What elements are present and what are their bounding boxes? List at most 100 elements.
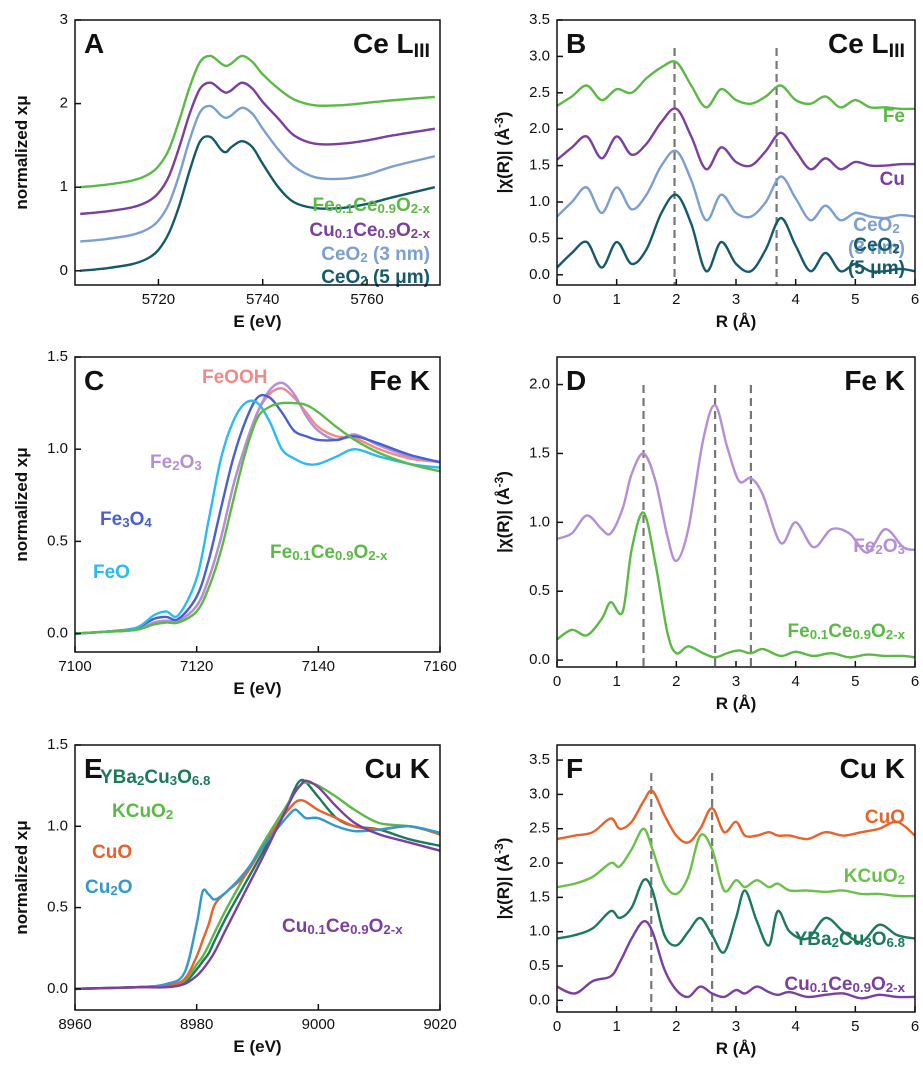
x-tick-label: 3 [732,291,740,308]
x-tick-label: 4 [791,1018,799,1035]
x-tick-label: 2 [672,291,680,308]
x-tick-label: 0 [553,1018,561,1035]
y-tick-label: 3.0 [529,785,550,802]
y-tick-label: 2.0 [529,376,550,393]
x-tick-label: 5 [851,1018,859,1035]
plot-area [557,773,915,1012]
y-tick-label: 1.5 [47,348,68,365]
legend-label: Cu [880,169,905,190]
y-tick-label: 1.5 [529,888,550,905]
series-line [557,107,915,171]
legend-label: Fe0.1Ce0.9O2-x [270,542,388,563]
panel-title: Cu K [365,753,430,784]
legend-label: YBa2Cu3O6.8 [795,929,905,950]
x-tick-label: 7160 [423,658,456,675]
plot-frame [556,356,916,668]
legend-label: Cu0.1Ce0.9O2-x [784,974,905,995]
y-tick-label: 0.5 [529,229,550,246]
y-tick-label: 2.5 [529,84,550,101]
x-axis-label: R (Å) [716,1039,757,1058]
x-tick-label: 8980 [180,1016,213,1033]
y-tick-label: 0.5 [47,899,68,916]
panel-label: B [566,28,586,59]
x-tick-label: 5720 [142,291,175,308]
y-tick-label: 0.0 [529,991,550,1008]
y-tick-label: 1.5 [529,444,550,461]
x-axis-label: E (eV) [233,1037,281,1056]
y-axis-label: normalized xμ [12,820,31,934]
x-tick-label: 6 [911,291,919,308]
series-line [75,393,440,635]
legend-label: CeO2 (5 μm) [321,267,430,288]
y-tick-label: 3.5 [529,11,550,28]
plot-area [75,778,440,991]
x-axis-label: E (eV) [233,312,281,331]
x-tick-label: 2 [672,1018,680,1035]
panel-title: Cu K [840,753,905,784]
y-tick-label: 2.5 [529,820,550,837]
legend-label: KCuO2 [112,801,173,822]
y-tick-label: 0 [60,262,68,279]
y-tick-label: 0.5 [529,957,550,974]
panel-title: Ce LIII [353,28,430,62]
x-tick-label: 3 [732,673,740,690]
x-tick-label: 2 [672,673,680,690]
x-tick-label: 7120 [180,658,213,675]
series-line [557,404,915,563]
legend-label: Fe0.1Ce0.9O2-x [788,621,906,642]
series-line [75,399,440,635]
legend-label: Fe0.1Ce0.9O2-x [313,195,431,216]
y-tick-label: 1.0 [529,193,550,210]
series-line [75,808,440,991]
legend-label: CuO [865,807,905,828]
x-tick-label: 1 [612,291,620,308]
y-tick-label: 0.5 [529,582,550,599]
panel-label: E [84,753,103,784]
y-tick-label: 2.0 [529,120,550,137]
plot-frame [556,19,916,286]
x-axis-label: E (eV) [233,679,281,698]
series-line [557,789,915,844]
legend-label: Cu2O [85,877,133,898]
series-line [80,81,435,216]
x-tick-label: 6 [911,673,919,690]
x-tick-label: 1 [612,1018,620,1035]
y-tick-label: 0.5 [47,532,68,549]
panel-title: Ce LIII [828,28,905,62]
series-line [75,401,440,635]
series-line [80,135,436,272]
plot-frame [74,744,441,1011]
x-tick-label: 7140 [302,658,335,675]
y-tick-label: 1.0 [529,923,550,940]
x-tick-label: 5 [851,291,859,308]
series-line [557,920,915,1000]
x-tick-label: 4 [791,291,799,308]
x-tick-label: 3 [732,1018,740,1035]
series-line [557,193,915,273]
legend-label: FeOOH [202,367,267,388]
y-tick-label: 3.0 [529,47,550,64]
y-axis-label: normalized xμ [12,447,31,561]
panel-label: A [84,28,104,59]
panel-title: Fe K [844,365,905,396]
panel-title: Fe K [369,365,430,396]
plot-frame [556,744,916,1013]
y-tick-label: 0.0 [529,266,550,283]
x-tick-label: 7100 [58,658,91,675]
y-tick-label: 3.5 [529,751,550,768]
series-line [557,827,915,898]
x-tick-label: 1 [612,673,620,690]
series-line [557,60,915,111]
series-line [75,781,440,991]
y-tick-label: 1.0 [529,513,550,530]
y-tick-label: 0.0 [47,625,68,642]
y-tick-label: 3 [60,11,68,28]
series-line [557,878,915,954]
x-axis-label: R (Å) [716,694,757,713]
legend-label: Fe2O3 [853,536,905,557]
x-tick-label: 5 [851,673,859,690]
y-tick-label: 1.5 [47,736,68,753]
legend-label: CeO2 (5 μm) [848,235,905,279]
y-tick-label: 1.0 [47,817,68,834]
